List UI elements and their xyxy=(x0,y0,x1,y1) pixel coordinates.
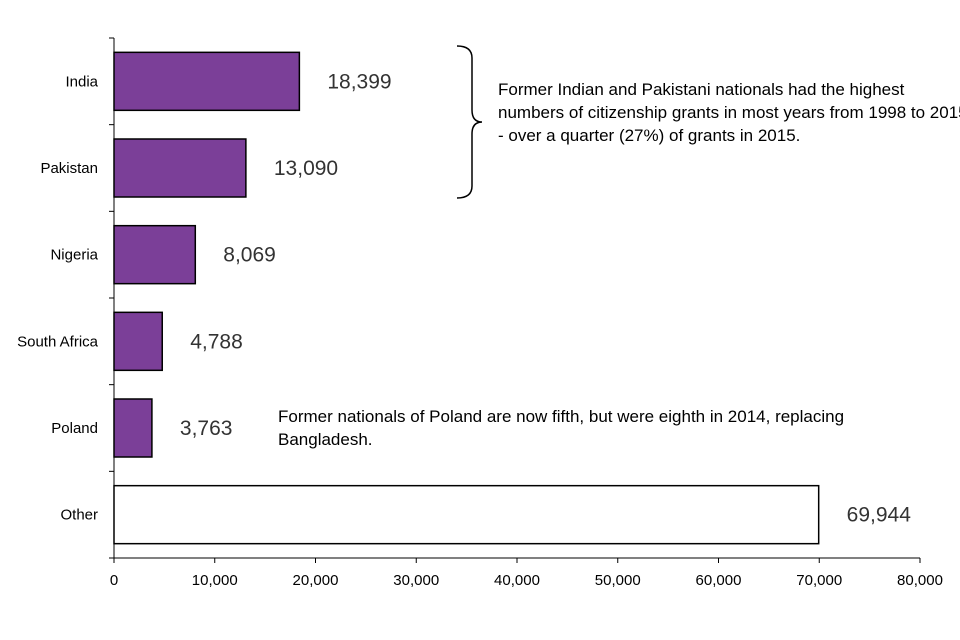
x-tick-label: 40,000 xyxy=(494,572,540,589)
bar-poland xyxy=(113,398,153,458)
chart-axes xyxy=(109,37,921,563)
x-tick-labels: 0 10,000 20,000 30,000 40,000 50,000 60,000 70,… xyxy=(110,572,943,589)
bar-nigeria xyxy=(113,224,197,285)
value-label: 69,944 xyxy=(847,504,912,527)
chart-bars xyxy=(113,51,820,545)
bar-south-africa xyxy=(113,311,163,372)
value-label: 13,090 xyxy=(274,157,338,180)
value-labels: 18,399 13,090 8,069 4,788 3,763 69,944 xyxy=(180,70,911,526)
category-label: South Africa xyxy=(17,333,99,350)
x-tick-label: 0 xyxy=(110,572,118,589)
annotation-poland: Former nationals of Poland are now fifth… xyxy=(278,407,845,449)
category-label: Pakistan xyxy=(40,160,98,177)
annotation-brace xyxy=(456,45,483,199)
category-label: Poland xyxy=(51,420,98,437)
x-tick-label: 50,000 xyxy=(595,572,641,589)
x-tick-label: 10,000 xyxy=(192,572,238,589)
category-labels: India Pakistan Nigeria South Africa Poland Ot… xyxy=(17,73,99,523)
value-label: 4,788 xyxy=(190,330,243,353)
annotation-india-pakistan: Former Indian and Pakistani nationals ha… xyxy=(498,80,960,145)
bar-other xyxy=(113,484,820,545)
value-label: 18,399 xyxy=(327,70,391,93)
x-tick-label: 30,000 xyxy=(393,572,439,589)
category-label: Other xyxy=(60,507,98,524)
bar-pakistan xyxy=(113,138,247,198)
value-label: 8,069 xyxy=(223,244,276,267)
value-label: 3,763 xyxy=(180,417,233,440)
bar-india xyxy=(113,51,301,112)
x-tick-label: 70,000 xyxy=(796,572,842,589)
category-label: Nigeria xyxy=(50,247,98,264)
x-tick-label: 20,000 xyxy=(293,572,339,589)
category-label: India xyxy=(65,73,98,90)
x-tick-label: 80,000 xyxy=(897,572,943,589)
x-tick-label: 60,000 xyxy=(696,572,742,589)
